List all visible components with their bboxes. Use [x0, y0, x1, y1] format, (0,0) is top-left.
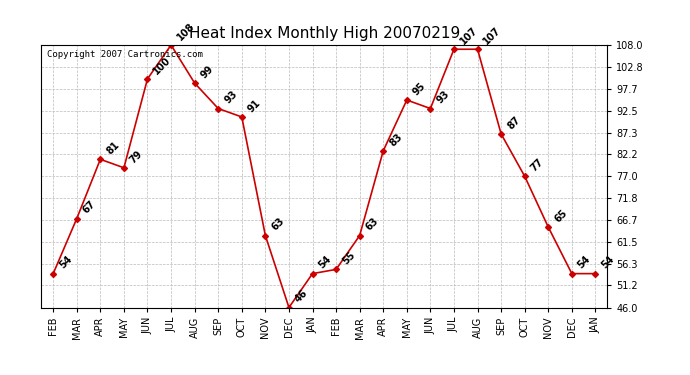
Text: Copyright 2007 Cartronics.com: Copyright 2007 Cartronics.com — [47, 50, 203, 59]
Text: 54: 54 — [57, 254, 74, 271]
Text: 95: 95 — [411, 81, 428, 97]
Text: 55: 55 — [340, 250, 357, 267]
Text: 107: 107 — [482, 25, 503, 46]
Text: 91: 91 — [246, 98, 263, 114]
Text: 83: 83 — [387, 131, 404, 148]
Text: 79: 79 — [128, 148, 145, 165]
Text: 63: 63 — [270, 216, 286, 233]
Text: 107: 107 — [458, 25, 480, 46]
Text: 54: 54 — [576, 254, 593, 271]
Text: 81: 81 — [104, 140, 121, 156]
Text: 67: 67 — [81, 199, 97, 216]
Text: 65: 65 — [553, 208, 569, 224]
Text: 108: 108 — [175, 21, 197, 42]
Text: 54: 54 — [317, 254, 333, 271]
Text: 87: 87 — [505, 114, 522, 131]
Text: 93: 93 — [435, 89, 451, 106]
Text: 77: 77 — [529, 157, 546, 174]
Text: 63: 63 — [364, 216, 380, 233]
Text: 93: 93 — [222, 89, 239, 106]
Text: 100: 100 — [152, 55, 173, 76]
Text: 54: 54 — [600, 254, 616, 271]
Text: 99: 99 — [199, 64, 215, 80]
Title: Heat Index Monthly High 20070219: Heat Index Monthly High 20070219 — [188, 26, 460, 41]
Text: 46: 46 — [293, 288, 310, 305]
